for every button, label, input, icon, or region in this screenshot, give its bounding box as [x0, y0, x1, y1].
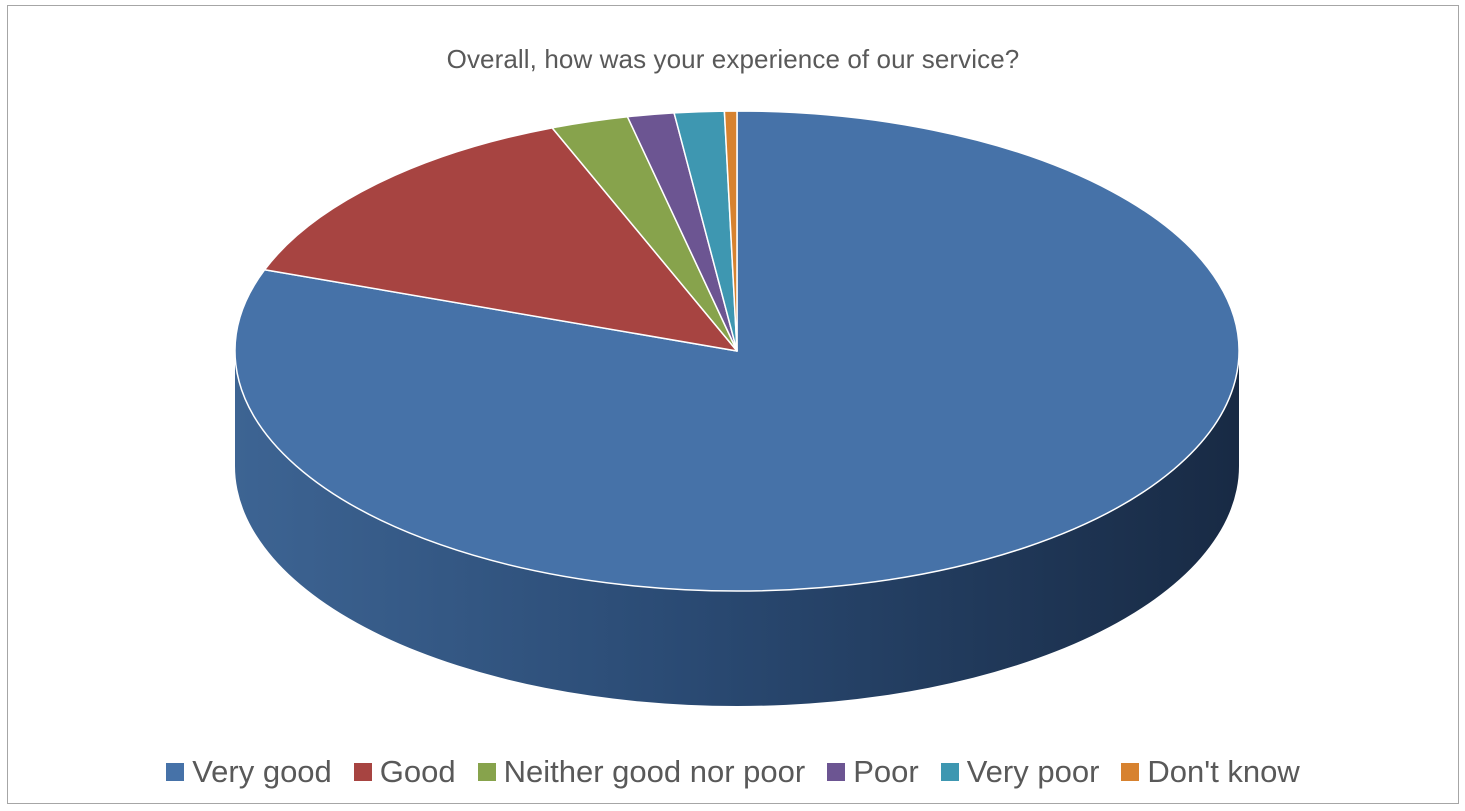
legend-label: Don't know: [1147, 754, 1300, 789]
legend-swatch: [353, 763, 372, 781]
legend-label: Very good: [192, 754, 332, 789]
chart-legend: Very good Good Neither good nor poor Poor Ve…: [8, 754, 1458, 790]
legend-label: Neither good nor poor: [503, 754, 806, 789]
legend-item-very-poor: Very poor: [940, 754, 1100, 790]
pie-side-wall: [235, 351, 1239, 706]
chart-title: Overall, how was your experience of our …: [446, 44, 1020, 74]
legend-item-good: Good: [353, 754, 456, 790]
legend-item-neither-good-nor-poor: Neither good nor poor: [477, 754, 806, 790]
legend-label: Poor: [853, 754, 919, 789]
chart-area: Overall, how was your experience of our …: [7, 5, 1459, 804]
legend-label: Very poor: [966, 754, 1100, 789]
legend-swatch: [477, 763, 496, 781]
legend-swatch: [940, 763, 959, 781]
legend-swatch: [1121, 763, 1140, 781]
legend-label: Good: [379, 754, 456, 789]
legend-item-very-good: Very good: [166, 754, 332, 790]
legend-item-poor: Poor: [827, 754, 919, 790]
legend-item-don-t-know: Don't know: [1121, 754, 1300, 790]
legend-swatch: [827, 763, 846, 781]
pie-slice-don-t-know: [723, 110, 738, 352]
legend-swatch: [166, 763, 185, 781]
pie-chart: [234, 110, 1240, 706]
pie-slice-good: [263, 127, 738, 352]
